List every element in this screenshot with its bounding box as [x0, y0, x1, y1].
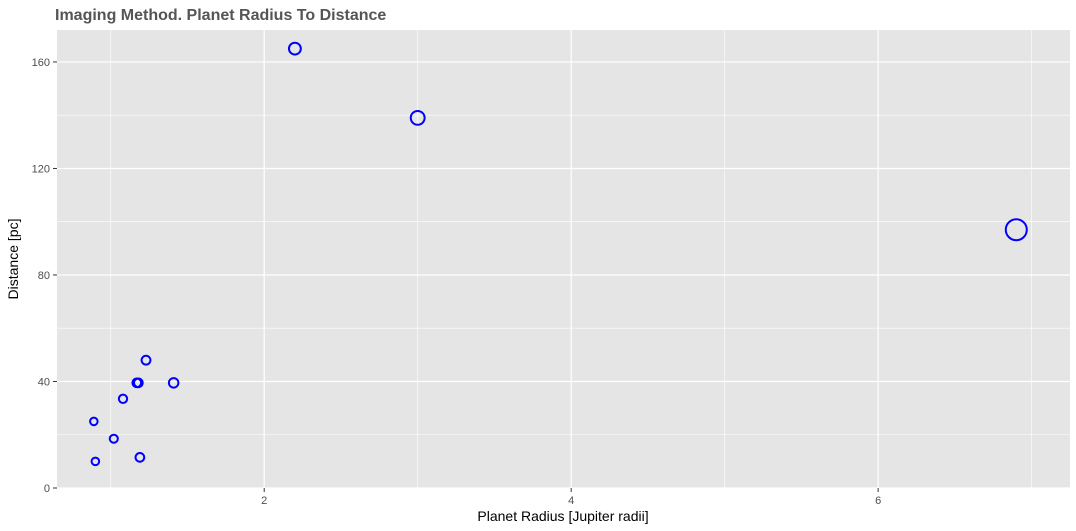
x-tick-label: 6	[875, 495, 881, 507]
y-axis-ticks: 0 40 80 120 160	[32, 57, 57, 495]
data-point	[140, 354, 152, 366]
y-tick-label: 80	[38, 270, 50, 282]
major-gridlines	[57, 30, 1070, 489]
y-tick-label: 120	[32, 163, 50, 175]
y-tick-label: 0	[44, 483, 50, 495]
data-point	[108, 433, 119, 444]
x-tick-label: 2	[261, 495, 267, 507]
minor-gridlines	[57, 30, 1070, 488]
data-point	[167, 377, 180, 389]
data-point	[287, 41, 302, 56]
data-point	[89, 416, 99, 427]
plot-panel	[57, 30, 1070, 488]
data-points	[89, 41, 1028, 467]
x-tick-label: 4	[568, 495, 574, 507]
x-axis-ticks: 2 4 6	[261, 488, 881, 507]
y-tick-label: 160	[32, 57, 50, 69]
x-axis-label: Planet Radius [Jupiter radii]	[477, 508, 648, 524]
y-tick-label: 40	[38, 376, 50, 388]
data-point	[90, 456, 101, 467]
data-point	[134, 452, 146, 463]
chart-title: Imaging Method. Planet Radius To Distanc…	[55, 7, 386, 24]
data-point	[1004, 218, 1028, 242]
data-point	[133, 377, 144, 389]
y-axis-label: Distance [pc]	[5, 219, 21, 300]
data-point	[409, 109, 426, 126]
data-point	[117, 393, 129, 404]
